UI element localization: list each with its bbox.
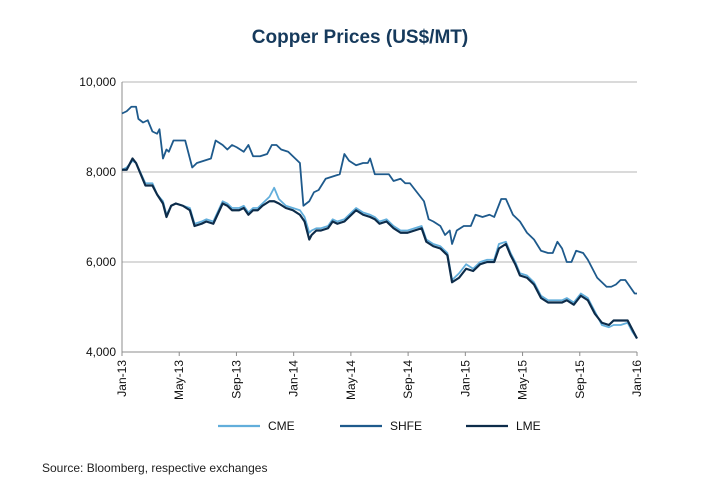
series-line-lme <box>122 157 638 340</box>
x-tick-label: Sep-15 <box>573 360 587 399</box>
legend-label-lme: LME <box>516 419 541 433</box>
legend-label-shfe: SHFE <box>390 419 422 433</box>
series-lines <box>121 105 638 340</box>
gridlines <box>122 81 637 353</box>
x-tick-label: Jan-14 <box>287 360 301 397</box>
x-tick-label: May-14 <box>344 360 358 400</box>
series-line-shfe <box>121 105 637 295</box>
y-tick-label: 10,000 <box>79 75 116 89</box>
axes: 4,000 6,000 8,000 10,000 Jan-13 May-13 Sep-13 J… <box>79 75 644 400</box>
y-tick-label: 4,000 <box>86 345 116 359</box>
x-tick-label: Jan-16 <box>630 360 644 397</box>
legend: CME SHFE LME <box>218 419 541 433</box>
series-line-cme <box>121 159 638 340</box>
source-note: Source: Bloomberg, respective exchanges <box>42 461 267 475</box>
x-tick-label: May-13 <box>172 360 186 400</box>
y-tick-label: 8,000 <box>86 165 116 179</box>
y-tick-label: 6,000 <box>86 255 116 269</box>
legend-label-cme: CME <box>268 419 295 433</box>
x-tick-label: Sep-13 <box>229 360 243 399</box>
x-tick-label: Jan-13 <box>115 360 129 397</box>
chart-title: Copper Prices (US$/MT) <box>252 27 468 48</box>
x-tick-label: Sep-14 <box>401 360 415 399</box>
x-tick-label: Jan-15 <box>458 360 472 397</box>
x-tick-label: May-15 <box>516 360 530 400</box>
